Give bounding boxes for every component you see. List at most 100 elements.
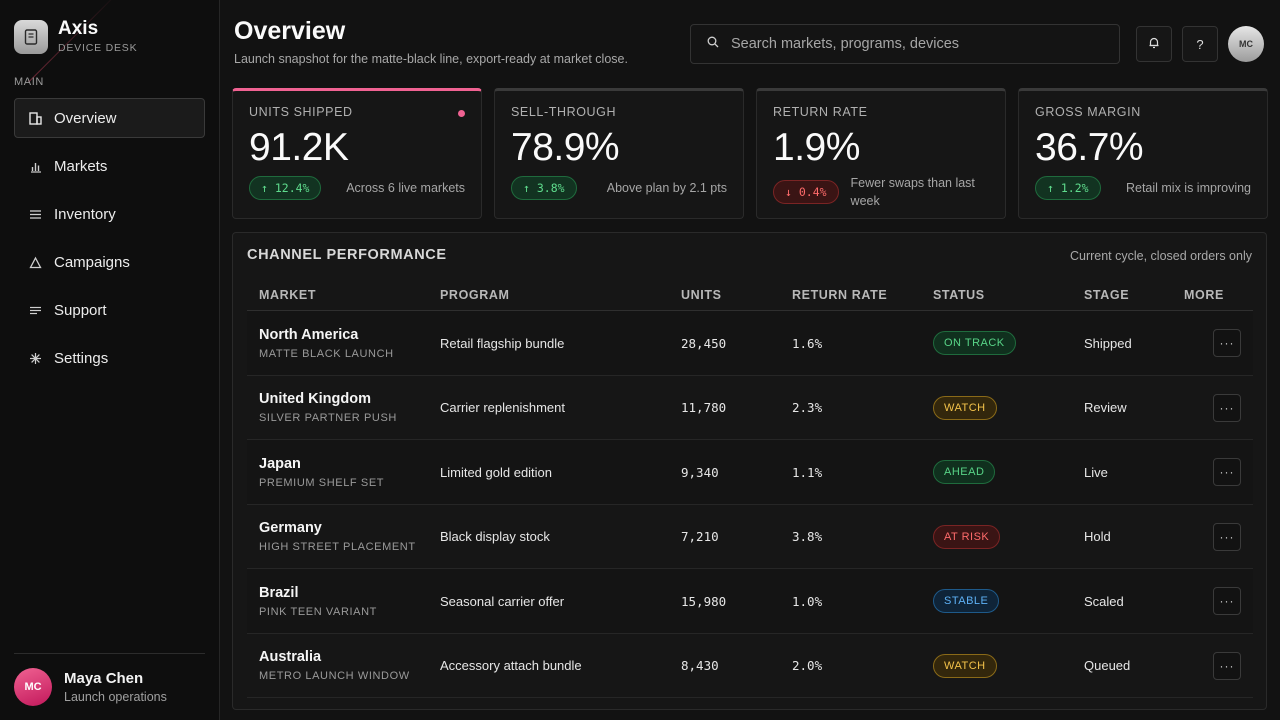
brand-subtitle: DEVICE DESK	[58, 42, 138, 54]
column-header-stage[interactable]: STAGE	[1084, 288, 1130, 302]
more-options-button[interactable]: ···	[1213, 651, 1241, 680]
search-input[interactable]	[731, 36, 1101, 52]
lines-icon	[28, 303, 42, 317]
channel-performance-panel: CHANNEL PERFORMANCE Current cycle, close…	[232, 232, 1267, 710]
metric-note: Retail mix is improving	[1125, 181, 1251, 195]
metric-card-gross-margin: GROSS MARGIN 36.7% ↑ 1.2% Retail mix is …	[1018, 88, 1268, 219]
ellipsis-icon: ···	[1219, 465, 1235, 479]
sidebar-item-label: Campaigns	[54, 253, 130, 271]
user-profile[interactable]: MC Maya Chen Launch operations	[14, 653, 205, 720]
page-subtitle: Launch snapshot for the matte-black line…	[234, 52, 628, 66]
stage-cell: Scaled	[1084, 593, 1124, 609]
market-name: Germany	[259, 520, 322, 536]
market-name: United Kingdom	[259, 391, 371, 407]
program-cell: Accessory attach bundle	[440, 658, 582, 673]
stage-cell: Shipped	[1084, 335, 1132, 351]
help-button[interactable]: ?	[1182, 26, 1218, 62]
metric-value: 91.2K	[249, 126, 349, 169]
return-rate-cell: 2.3%	[792, 400, 823, 415]
asterisk-icon	[28, 351, 42, 365]
metric-delta-badge: ↑ 1.2%	[1035, 176, 1101, 200]
notifications-button[interactable]	[1136, 26, 1172, 62]
panel-note: Current cycle, closed orders only	[1069, 249, 1252, 263]
sidebar-item-label: Support	[54, 301, 107, 319]
more-options-button[interactable]: ···	[1213, 587, 1241, 615]
overview-icon	[28, 111, 42, 125]
metric-label: UNITS SHIPPED	[249, 105, 353, 119]
return-rate-cell: 1.1%	[792, 464, 823, 480]
live-indicator-dot	[458, 110, 465, 117]
column-header-status[interactable]: STATUS	[933, 288, 985, 302]
brand[interactable]: Axis DEVICE DESK	[14, 19, 137, 54]
more-options-button[interactable]: ···	[1213, 522, 1241, 551]
nav-section-label: MAIN	[14, 76, 44, 88]
sidebar-item-label: Overview	[54, 109, 117, 127]
return-rate-cell: 3.8%	[792, 529, 823, 544]
search-box[interactable]	[690, 24, 1120, 64]
status-badge: WATCH	[933, 395, 997, 420]
header-avatar[interactable]: MC	[1228, 26, 1264, 62]
metric-card-units-shipped: UNITS SHIPPED 91.2K ↑ 12.4% Across 6 liv…	[232, 88, 482, 219]
sidebar-item-campaigns[interactable]: Campaigns	[14, 242, 205, 282]
market-subtitle: MATTE BLACK LAUNCH	[259, 347, 394, 360]
column-header-return-rate[interactable]: RETURN RATE	[792, 288, 888, 302]
metric-label: GROSS MARGIN	[1035, 105, 1141, 119]
market-subtitle: HIGH STREET PLACEMENT	[259, 541, 416, 553]
program-cell: Retail flagship bundle	[440, 335, 565, 351]
table-row[interactable]: Brazil PINK TEEN VARIANT Seasonal carrier…	[247, 569, 1253, 634]
sidebar-item-markets[interactable]: Markets	[14, 146, 205, 186]
status-badge: STABLE	[933, 589, 1000, 613]
program-cell: Limited gold edition	[440, 464, 553, 480]
more-options-button[interactable]: ···	[1213, 329, 1241, 357]
ellipsis-icon: ···	[1219, 400, 1235, 415]
stage-cell: Hold	[1084, 529, 1111, 544]
market-subtitle: PINK TEEN VARIANT	[259, 605, 377, 618]
sidebar-item-overview[interactable]: Overview	[14, 98, 205, 138]
program-cell: Carrier replenishment	[440, 400, 565, 415]
market-name: Australia	[259, 649, 322, 665]
sidebar-item-label: Inventory	[54, 205, 116, 223]
table-row[interactable]: United Kingdom SILVER PARTNER PUSH Carrie…	[247, 375, 1253, 440]
column-header-units[interactable]: UNITS	[681, 288, 722, 302]
ellipsis-icon: ···	[1219, 594, 1235, 608]
column-header-program[interactable]: PROGRAM	[440, 288, 510, 302]
stage-cell: Review	[1084, 400, 1127, 415]
table-row[interactable]: Australia METRO LAUNCH WINDOW Accessory a…	[247, 633, 1253, 698]
table-row[interactable]: Japan PREMIUM SHELF SET Limited gold edit…	[247, 440, 1253, 505]
table-row[interactable]: Germany HIGH STREET PLACEMENT Black displ…	[247, 504, 1253, 569]
sidebar-item-settings[interactable]: Settings	[14, 338, 205, 378]
search-icon	[707, 35, 719, 53]
sidebar-item-inventory[interactable]: Inventory	[14, 194, 205, 234]
ellipsis-icon: ···	[1219, 336, 1235, 350]
sidebar: Axis DEVICE DESK MAIN Overview Markets I…	[0, 0, 220, 720]
page-title: Overview	[234, 17, 346, 45]
program-cell: Black display stock	[440, 529, 550, 544]
metric-card-return-rate: RETURN RATE 1.9% ↓ 0.4% Fewer swaps than…	[756, 88, 1006, 219]
metric-value: 36.7%	[1035, 126, 1144, 169]
metric-value: 1.9%	[773, 126, 860, 169]
table-row[interactable]: North America MATTE BLACK LAUNCH Retail f…	[247, 311, 1253, 376]
metric-card-sell-through: SELL-THROUGH 78.9% ↑ 3.8% Above plan by …	[494, 88, 744, 219]
sidebar-item-label: Markets	[54, 157, 108, 175]
market-subtitle: PREMIUM SHELF SET	[259, 476, 385, 489]
market-subtitle: SILVER PARTNER PUSH	[259, 412, 397, 424]
bar-chart-icon	[28, 159, 42, 173]
table-header: MARKET PROGRAM UNITS RETURN RATE STATUS …	[247, 277, 1253, 311]
status-badge: AHEAD	[933, 460, 996, 484]
units-cell: 7,210	[681, 529, 719, 544]
table-body: North America MATTE BLACK LAUNCH Retail f…	[247, 311, 1253, 698]
list-icon	[28, 207, 42, 221]
metric-value: 78.9%	[511, 126, 620, 169]
market-name: Japan	[259, 455, 301, 472]
sidebar-nav: Overview Markets Inventory Campaigns Sup…	[14, 98, 205, 386]
market-subtitle: METRO LAUNCH WINDOW	[259, 670, 410, 682]
device-icon	[14, 19, 48, 54]
metric-delta-badge: ↓ 0.4%	[773, 180, 839, 204]
column-header-market[interactable]: MARKET	[259, 288, 317, 302]
status-badge: ON TRACK	[933, 331, 1016, 355]
more-options-button[interactable]: ···	[1213, 458, 1241, 486]
units-cell: 9,340	[681, 464, 719, 480]
ellipsis-icon: ···	[1219, 658, 1235, 673]
sidebar-item-support[interactable]: Support	[14, 290, 205, 330]
more-options-button[interactable]: ···	[1213, 393, 1241, 422]
